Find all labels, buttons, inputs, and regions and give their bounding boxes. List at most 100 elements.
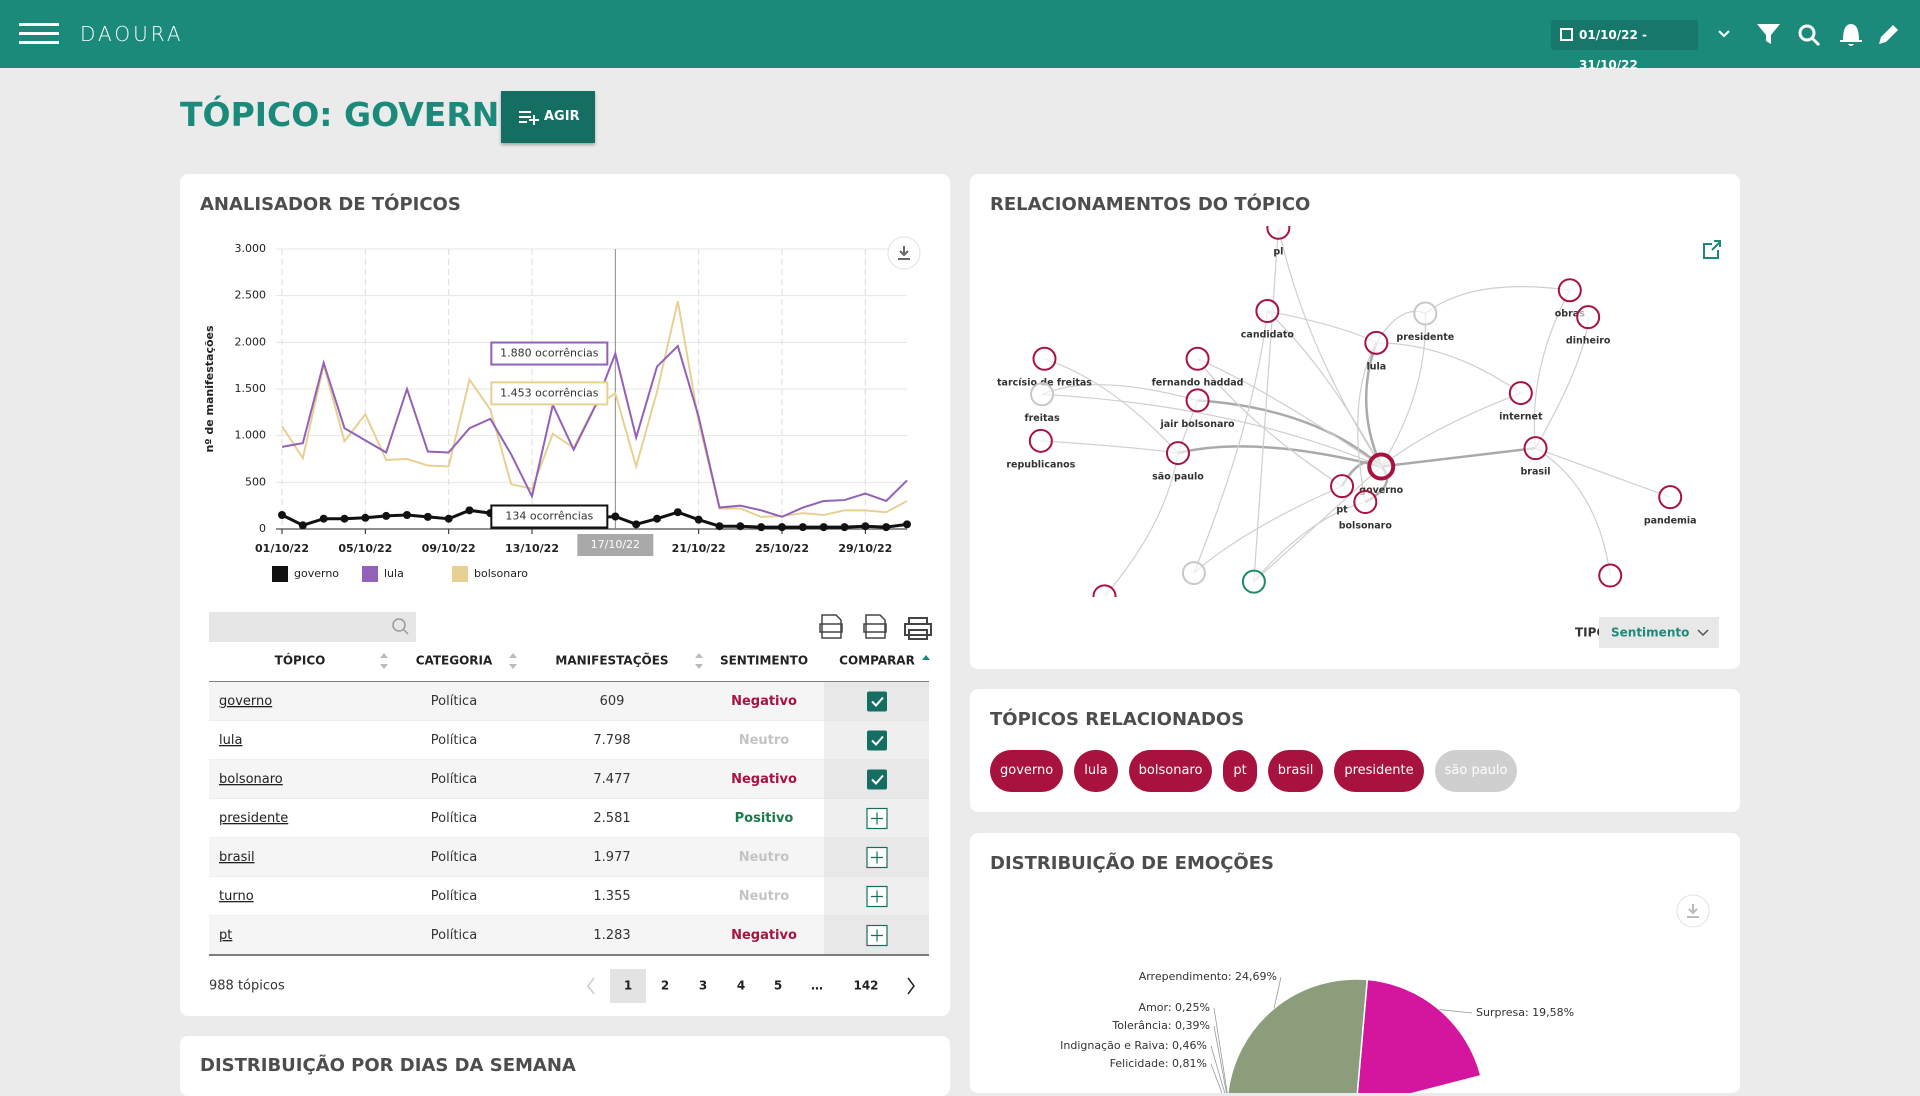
- leader-line: [1273, 976, 1282, 1009]
- node[interactable]: [1364, 330, 1389, 355]
- page-number[interactable]: 3: [699, 979, 707, 993]
- topic-chip[interactable]: bolsonaro: [1128, 750, 1213, 792]
- topic-link[interactable]: brasil: [219, 850, 255, 865]
- edge: [1533, 289, 1571, 449]
- column-header[interactable]: COMPARAR: [839, 654, 915, 668]
- column-header[interactable]: MANIFESTAÇÕES: [555, 653, 668, 668]
- node[interactable]: [1413, 301, 1438, 326]
- topic-link[interactable]: bolsonaro: [219, 772, 283, 787]
- hover-date: 17/10/22: [591, 538, 640, 551]
- menu-button[interactable]: [0, 0, 60, 68]
- compare-checkbox[interactable]: [867, 769, 887, 790]
- topic-chip[interactable]: são paulo: [1434, 750, 1518, 792]
- action-icon: [519, 111, 539, 125]
- page-number[interactable]: 142: [853, 979, 878, 993]
- bell-icon[interactable]: [1840, 24, 1862, 46]
- topic-chip[interactable]: lula: [1074, 750, 1118, 792]
- node[interactable]: [1658, 485, 1683, 510]
- topic-link[interactable]: pt: [219, 928, 232, 943]
- edit-icon[interactable]: [1879, 25, 1898, 44]
- check-mark: [871, 735, 884, 746]
- node[interactable]: [1255, 299, 1280, 324]
- node[interactable]: [1367, 452, 1396, 481]
- node-label: são paulo: [1152, 472, 1204, 483]
- tooltip-text: 1.880 ocorrências: [500, 347, 599, 360]
- edge: [1193, 485, 1343, 574]
- node-label: presidente: [1396, 332, 1454, 343]
- topic-chip[interactable]: brasil: [1267, 750, 1324, 792]
- node[interactable]: [1165, 441, 1190, 466]
- date-range[interactable]: 01/10/22 - 31/10/22: [1551, 20, 1698, 72]
- edge: [1193, 310, 1268, 574]
- node: [1092, 584, 1117, 597]
- topic-chip[interactable]: pt: [1223, 750, 1257, 792]
- slice-label: Arrependimento: 24,69%: [1139, 970, 1277, 983]
- prev-page[interactable]: [587, 977, 595, 995]
- legend-label[interactable]: bolsonaro: [474, 567, 528, 580]
- edge: [1380, 313, 1427, 467]
- topic-link[interactable]: lula: [219, 733, 242, 748]
- node[interactable]: [1576, 305, 1601, 330]
- node-label: candidato: [1241, 330, 1295, 341]
- export-icon[interactable]: [819, 614, 843, 639]
- column-header[interactable]: CATEGORIA: [416, 654, 493, 668]
- topic-link[interactable]: turno: [219, 889, 254, 904]
- sort-icon: [380, 653, 388, 669]
- topic-link[interactable]: governo: [219, 694, 272, 709]
- edge: [1197, 358, 1343, 487]
- analyzer: ANALISADOR DE TÓPICOS 0 500 1.000 1.500 2.00…: [200, 193, 932, 1003]
- topic-link[interactable]: presidente: [219, 811, 288, 826]
- node-label: governo: [1359, 485, 1403, 496]
- page-number[interactable]: 1: [624, 979, 632, 993]
- action-button[interactable]: AGIR: [501, 91, 595, 143]
- search-box[interactable]: [209, 612, 416, 642]
- tooltip-box: [490, 504, 609, 529]
- edge: [1381, 446, 1536, 468]
- node[interactable]: [1185, 388, 1210, 413]
- node[interactable]: [1353, 490, 1378, 515]
- search-icon[interactable]: [1798, 24, 1816, 42]
- search-icon: [392, 618, 406, 632]
- page-number[interactable]: …: [811, 979, 823, 993]
- y-tick-label: 1.500: [235, 382, 267, 395]
- column-header[interactable]: TÓPICO: [275, 653, 326, 668]
- edge: [1380, 392, 1522, 467]
- node[interactable]: [1030, 382, 1055, 407]
- node[interactable]: [1266, 217, 1291, 240]
- point: [298, 521, 307, 530]
- node[interactable]: [1508, 381, 1533, 406]
- plus-mark: [871, 890, 883, 903]
- node[interactable]: [1523, 436, 1548, 461]
- compare-checkbox[interactable]: [867, 730, 887, 751]
- edge: [1177, 445, 1382, 468]
- export-icon[interactable]: [863, 614, 887, 639]
- edge: [1424, 286, 1570, 314]
- y-tick-label: 2.000: [235, 335, 267, 348]
- type-select[interactable]: [1599, 617, 1719, 648]
- open-icon[interactable]: [1703, 240, 1721, 259]
- node[interactable]: [1185, 346, 1210, 371]
- slice-label: Surpresa: 19,58%: [1476, 1006, 1574, 1019]
- page-number[interactable]: 2: [661, 979, 669, 993]
- filter-icon[interactable]: [1757, 24, 1780, 44]
- node[interactable]: [1028, 428, 1053, 453]
- node-label: pt: [1336, 505, 1348, 516]
- print-icon[interactable]: [904, 617, 932, 640]
- topic-chip[interactable]: governo: [990, 750, 1064, 792]
- edge: [1041, 384, 1198, 401]
- current-page-bg: [610, 969, 646, 1003]
- pie-chart: DISTRIBUIÇÃO DE EMOÇÕES Surpresa: 19,58%…: [990, 851, 1710, 1093]
- legend-label[interactable]: lula: [384, 567, 404, 580]
- column-header[interactable]: SENTIMENTO: [720, 654, 808, 668]
- edge: [1042, 393, 1382, 468]
- node[interactable]: [1557, 278, 1582, 303]
- compare-checkbox[interactable]: [867, 691, 887, 712]
- tooltip-text: 1.453 ocorrências: [500, 386, 599, 399]
- topic-chip[interactable]: presidente: [1334, 750, 1424, 792]
- legend-label[interactable]: governo: [294, 567, 339, 580]
- page-number[interactable]: 4: [737, 979, 745, 993]
- next-page[interactable]: [907, 977, 915, 995]
- node[interactable]: [1330, 474, 1355, 499]
- node[interactable]: [1032, 346, 1057, 371]
- page-number[interactable]: 5: [774, 979, 782, 993]
